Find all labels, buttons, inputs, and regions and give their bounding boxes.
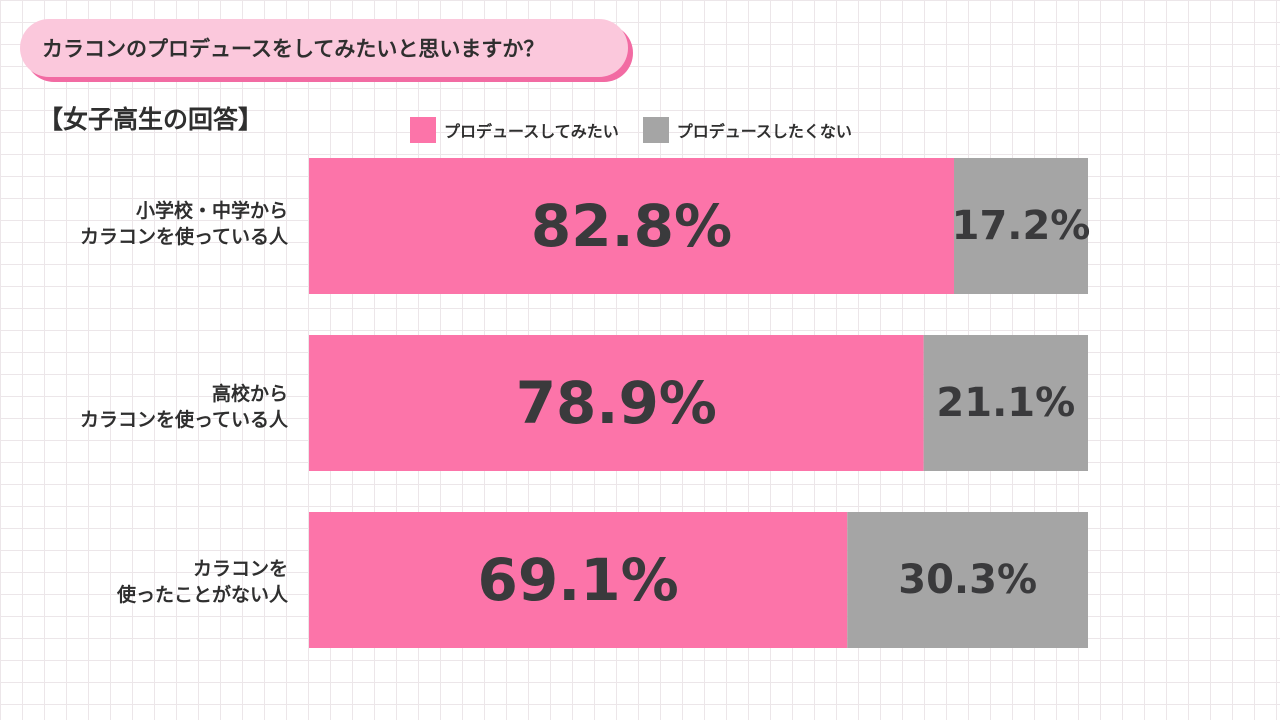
bar-segment-yes-0 [309, 158, 955, 294]
legend-label-no: プロデュースしたくない [676, 122, 852, 141]
legend-item-no: プロデュースしたくない [642, 117, 852, 143]
category-label-2-line-1: カラコンを [192, 558, 288, 580]
legend: プロデュースしてみたい プロデュースしたくない [410, 116, 876, 144]
category-label-2: カラコンを 使ったことがない人 [0, 556, 288, 608]
legend-label-yes: プロデュースしてみたい [444, 122, 619, 141]
category-label-0: 小学校・中学から カラコンを使っている人 [0, 198, 288, 250]
category-label-0-line-2: カラコンを使っている人 [79, 226, 288, 248]
bar-value-label-yes-1: 78.9% [516, 369, 717, 437]
bar-value-label-yes-0: 82.8% [531, 192, 732, 260]
bar-segment-no-2 [847, 512, 1088, 648]
bar-value-label-yes-2: 69.1% [478, 546, 679, 614]
chart-title: カラコンのプロデュースをしてみたいと思いますか？ [20, 19, 628, 77]
legend-swatch-no [642, 117, 669, 143]
category-label-0-line-1: 小学校・中学から [135, 200, 288, 222]
bar-segment-yes-2 [309, 512, 848, 648]
category-label-1: 高校から カラコンを使っている人 [0, 381, 288, 433]
category-label-2-line-2: 使ったことがない人 [116, 584, 288, 606]
category-label-1-line-2: カラコンを使っている人 [79, 409, 288, 431]
bar-segment-no-0 [954, 158, 1088, 294]
category-label-1-line-1: 高校から [211, 383, 288, 405]
bar-segment-yes-1 [309, 335, 924, 471]
bar-segment-no-1 [923, 335, 1088, 471]
chart-subtitle: 【女子高生の回答】 [38, 105, 264, 134]
bar-value-label-no-1: 21.1% [936, 380, 1075, 426]
bar-value-label-no-2: 30.3% [898, 557, 1037, 603]
bar-value-label-no-0: 17.2% [952, 203, 1091, 249]
legend-item-yes: プロデュースしてみたい [410, 117, 619, 143]
legend-swatch-yes [410, 117, 436, 143]
